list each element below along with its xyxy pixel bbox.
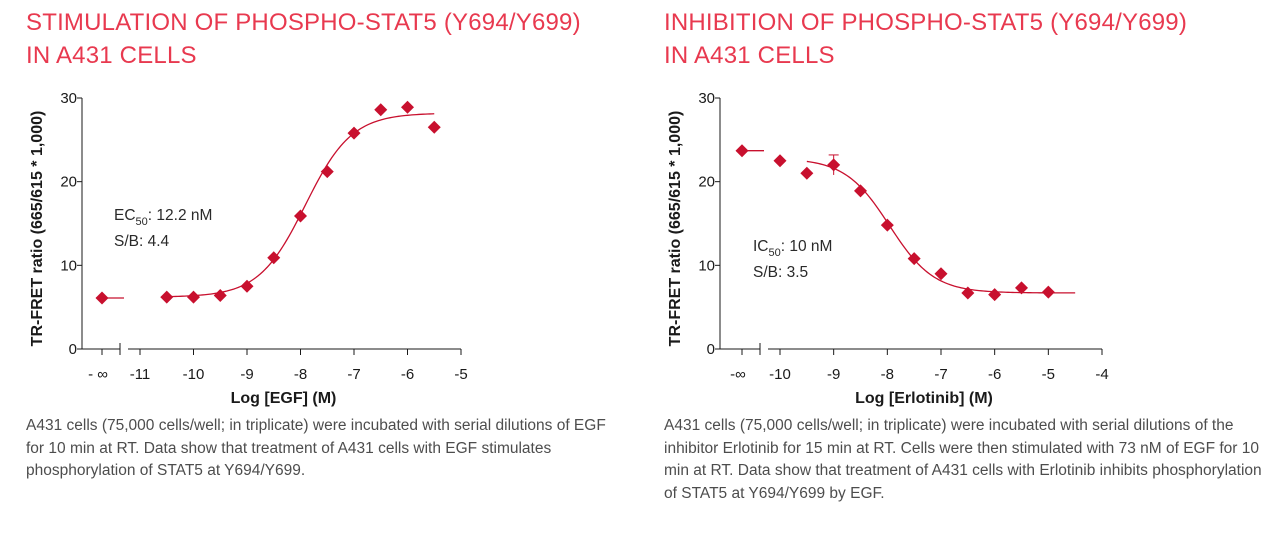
data-point	[1015, 281, 1028, 295]
y-tick-label: 10	[60, 257, 77, 274]
x-tick-label-neg-inf: - ∞	[88, 366, 108, 383]
x-tick-label: -9	[240, 366, 253, 383]
potency-annotation: EC50: 12.2 nM	[114, 207, 212, 228]
data-point	[213, 288, 227, 302]
data-point-neg-inf	[95, 291, 109, 305]
data-point	[401, 100, 414, 114]
y-tick-label: 30	[60, 90, 77, 107]
x-axis-title: Log [EGF] (M)	[231, 390, 337, 407]
data-point	[294, 209, 307, 223]
potency-annotation-prefix: EC	[114, 207, 136, 224]
potency-annotation-subscript: 50	[136, 216, 148, 228]
data-point	[187, 290, 200, 304]
signal-to-background-annotation: S/B: 4.4	[114, 233, 170, 250]
chart-title-line-2: IN A431 CELLS	[26, 42, 197, 69]
x-tick-label: -7	[934, 366, 947, 383]
x-tick-label: -8	[294, 366, 307, 383]
x-tick-label: -5	[454, 366, 467, 383]
x-tick-label: -10	[769, 366, 791, 383]
data-point	[827, 158, 841, 172]
data-point	[1041, 285, 1055, 299]
data-point	[240, 279, 254, 293]
y-axis-title: TR-FRET ratio (665/615 * 1,000)	[667, 111, 684, 347]
y-tick-label: 30	[698, 90, 715, 107]
data-point	[267, 251, 281, 265]
potency-annotation-value: : 12.2 nM	[148, 207, 213, 224]
data-point	[374, 103, 388, 117]
signal-to-background-annotation: S/B: 3.5	[753, 264, 808, 281]
y-tick-label: 0	[707, 341, 715, 358]
data-point	[320, 165, 334, 179]
chart-title-line-1: INHIBITION OF PHOSPHO-STAT5 (Y694/Y699)	[664, 9, 1188, 36]
potency-annotation-prefix: IC	[753, 238, 769, 255]
y-tick-label: 20	[698, 174, 715, 191]
chart-title: INHIBITION OF PHOSPHO-STAT5 (Y694/Y699) …	[664, 6, 1264, 72]
data-point	[880, 218, 894, 232]
y-tick-label: 0	[69, 341, 77, 358]
data-point	[347, 126, 361, 140]
data-point	[907, 252, 921, 266]
potency-annotation: IC50: 10 nM	[753, 238, 832, 259]
chart-caption: A431 cells (75,000 cells/well; in tripli…	[26, 417, 606, 480]
x-tick-label: -5	[1042, 366, 1055, 383]
x-tick-label: -6	[988, 366, 1001, 383]
x-tick-label: -10	[183, 366, 205, 383]
x-tick-label: -11	[130, 366, 151, 383]
chart-title-line-1: STIMULATION OF PHOSPHO-STAT5 (Y694/Y699)	[26, 9, 581, 36]
x-tick-label: -6	[401, 366, 414, 383]
fit-curve	[166, 113, 435, 298]
data-point-neg-inf	[735, 144, 749, 158]
y-tick-label: 10	[698, 257, 715, 274]
data-point	[160, 290, 174, 304]
data-point	[800, 166, 814, 180]
x-tick-label: -7	[347, 366, 360, 383]
chart-title: STIMULATION OF PHOSPHO-STAT5 (Y694/Y699)…	[26, 6, 626, 72]
x-tick-label: -4	[1095, 366, 1108, 383]
erlotinib-dose-response-chart: 0 10 20 30 -∞ -10 -9 -8 -7 -6 -5 -4 Log [Erlotinib] …	[667, 90, 1109, 407]
fit-curve	[806, 160, 1076, 294]
potency-annotation-value: : 10 nM	[781, 238, 833, 255]
data-point	[854, 184, 867, 198]
data-point	[427, 120, 441, 134]
y-tick-label: 20	[60, 174, 77, 191]
x-tick-label: -8	[881, 366, 894, 383]
x-tick-label: -9	[827, 366, 840, 383]
data-point	[988, 288, 1002, 302]
chart-title-line-2: IN A431 CELLS	[664, 42, 835, 69]
y-axis-title: TR-FRET ratio (665/615 * 1,000)	[29, 111, 46, 347]
chart-caption: A431 cells (75,000 cells/well; in tripli…	[664, 417, 1262, 502]
chart-panel-egf-stimulation: STIMULATION OF PHOSPHO-STAT5 (Y694/Y699)…	[0, 0, 620, 535]
x-axis-title: Log [Erlotinib] (M)	[855, 390, 993, 407]
potency-annotation-subscript: 50	[769, 247, 781, 259]
x-tick-label-neg-inf: -∞	[730, 366, 746, 383]
chart-panel-erlotinib-inhibition: INHIBITION OF PHOSPHO-STAT5 (Y694/Y699) …	[638, 0, 1262, 535]
data-point	[934, 267, 948, 281]
data-point	[773, 154, 787, 168]
egf-dose-response-chart: 0 10 20 30 - ∞ -11 -10 -9 -8 -7 -6 -5 Log [EGF] (M) T…	[29, 90, 468, 407]
data-point	[961, 286, 975, 300]
